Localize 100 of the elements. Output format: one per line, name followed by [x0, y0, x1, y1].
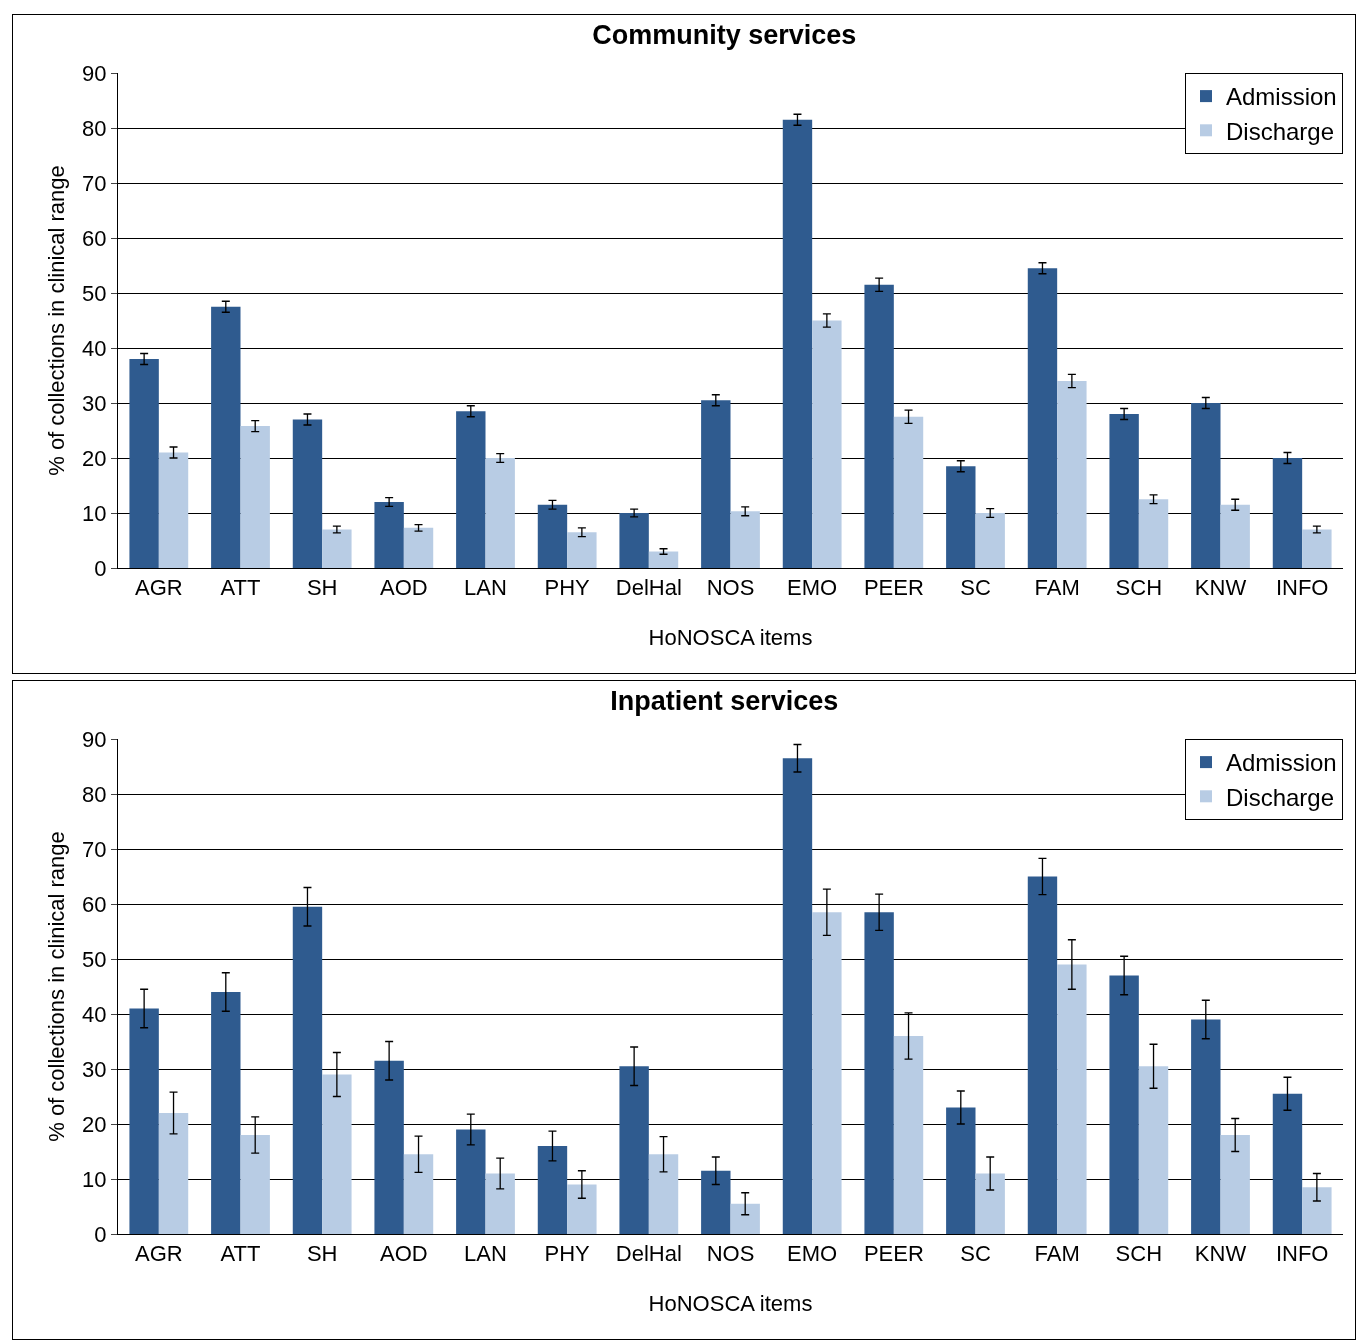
x-tick-label: INFO	[1275, 575, 1329, 601]
bar	[1138, 499, 1169, 568]
x-tick-label: DelHal	[615, 575, 682, 601]
bar	[701, 400, 731, 568]
bar	[893, 416, 924, 568]
bar	[946, 1107, 976, 1234]
bar	[946, 466, 976, 568]
x-tick-label: NOS	[706, 1241, 755, 1267]
bar	[211, 306, 241, 568]
y-axis-title: % of collections in clinical range	[44, 165, 69, 476]
bar	[975, 513, 1005, 568]
bar	[1220, 1135, 1250, 1234]
bar	[322, 1074, 352, 1234]
bar	[485, 458, 515, 568]
y-tick-label: 90	[82, 726, 107, 752]
chart-title: Inpatient services	[610, 685, 839, 716]
bar	[211, 992, 241, 1234]
bar	[1220, 504, 1250, 568]
bar	[158, 452, 189, 568]
x-tick-label: AGR	[134, 575, 183, 601]
y-tick-label: 20	[82, 1111, 107, 1137]
bar	[537, 504, 568, 568]
bar	[403, 527, 434, 568]
x-tick-label: PEER	[863, 575, 924, 601]
y-tick-label: 50	[82, 280, 107, 306]
bar	[1057, 964, 1087, 1234]
bar	[648, 1154, 679, 1234]
x-tick-label: LAN	[464, 575, 507, 601]
bar	[403, 1154, 434, 1234]
bar	[1057, 381, 1087, 568]
bar	[1191, 1019, 1221, 1234]
bar	[374, 1060, 404, 1234]
x-tick-label: SH	[306, 1241, 338, 1267]
bar	[240, 426, 270, 568]
y-tick-label: 40	[82, 335, 107, 361]
y-tick-label: 20	[82, 445, 107, 471]
y-tick-label: 70	[82, 836, 107, 862]
x-tick-label: EMO	[787, 1241, 838, 1267]
bar	[1027, 876, 1058, 1234]
y-tick-label: 70	[82, 170, 107, 196]
x-tick-label: INFO	[1275, 1241, 1329, 1267]
x-tick-label: SCH	[1115, 1241, 1163, 1267]
bar	[456, 1129, 486, 1234]
y-tick-label: 80	[82, 781, 107, 807]
bar	[864, 912, 894, 1234]
bar	[893, 1036, 924, 1234]
bar	[129, 359, 159, 568]
x-tick-label: LAN	[464, 1241, 507, 1267]
bar	[567, 532, 597, 568]
bar	[1191, 403, 1221, 568]
y-tick-label: 10	[82, 1166, 107, 1192]
bar	[701, 1170, 731, 1234]
bar	[158, 1113, 189, 1234]
legend-label: Admission	[1226, 749, 1337, 777]
y-tick-label: 40	[82, 1001, 107, 1027]
bar	[129, 1008, 159, 1234]
x-tick-label: ATT	[220, 575, 261, 601]
bar	[782, 758, 813, 1234]
bar	[456, 411, 486, 568]
bar	[1302, 529, 1332, 568]
x-tick-label: SH	[306, 575, 338, 601]
bar	[864, 284, 894, 568]
bar	[619, 513, 649, 568]
y-tick-label: 80	[82, 115, 107, 141]
y-tick-label: 30	[82, 390, 107, 416]
bar	[240, 1135, 270, 1234]
bar	[812, 912, 842, 1234]
bar	[322, 529, 352, 568]
y-tick-label: 0	[94, 555, 107, 581]
bar	[1302, 1187, 1332, 1234]
bar	[648, 551, 679, 568]
bar	[730, 511, 760, 568]
bar	[1027, 268, 1058, 568]
x-tick-label: PHY	[544, 1241, 591, 1267]
y-tick-label: 90	[82, 60, 107, 86]
legend-label: Discharge	[1226, 783, 1335, 811]
bar	[537, 1146, 568, 1234]
x-tick-label: AOD	[379, 1241, 428, 1267]
x-tick-label: FAM	[1034, 575, 1080, 601]
x-tick-label: SC	[960, 575, 991, 601]
chart-title: Community services	[592, 19, 857, 50]
x-tick-label: SC	[960, 1241, 991, 1267]
bar	[975, 1173, 1005, 1234]
x-axis-title: HoNOSCA items	[648, 625, 813, 651]
y-tick-label: 60	[82, 891, 107, 917]
x-tick-label: FAM	[1034, 1241, 1080, 1267]
x-tick-label: PEER	[863, 1241, 924, 1267]
y-tick-label: 60	[82, 225, 107, 251]
x-tick-label: SCH	[1115, 575, 1163, 601]
bar	[485, 1173, 515, 1234]
y-tick-label: 0	[94, 1221, 107, 1247]
bar	[1272, 1093, 1303, 1234]
bar	[374, 502, 404, 568]
bar	[1109, 414, 1139, 568]
bar	[782, 119, 813, 568]
x-tick-label: KNW	[1194, 1241, 1247, 1267]
x-tick-label: NOS	[706, 575, 755, 601]
x-tick-label: DelHal	[615, 1241, 682, 1267]
bar	[1272, 458, 1303, 568]
bar	[1109, 975, 1139, 1234]
